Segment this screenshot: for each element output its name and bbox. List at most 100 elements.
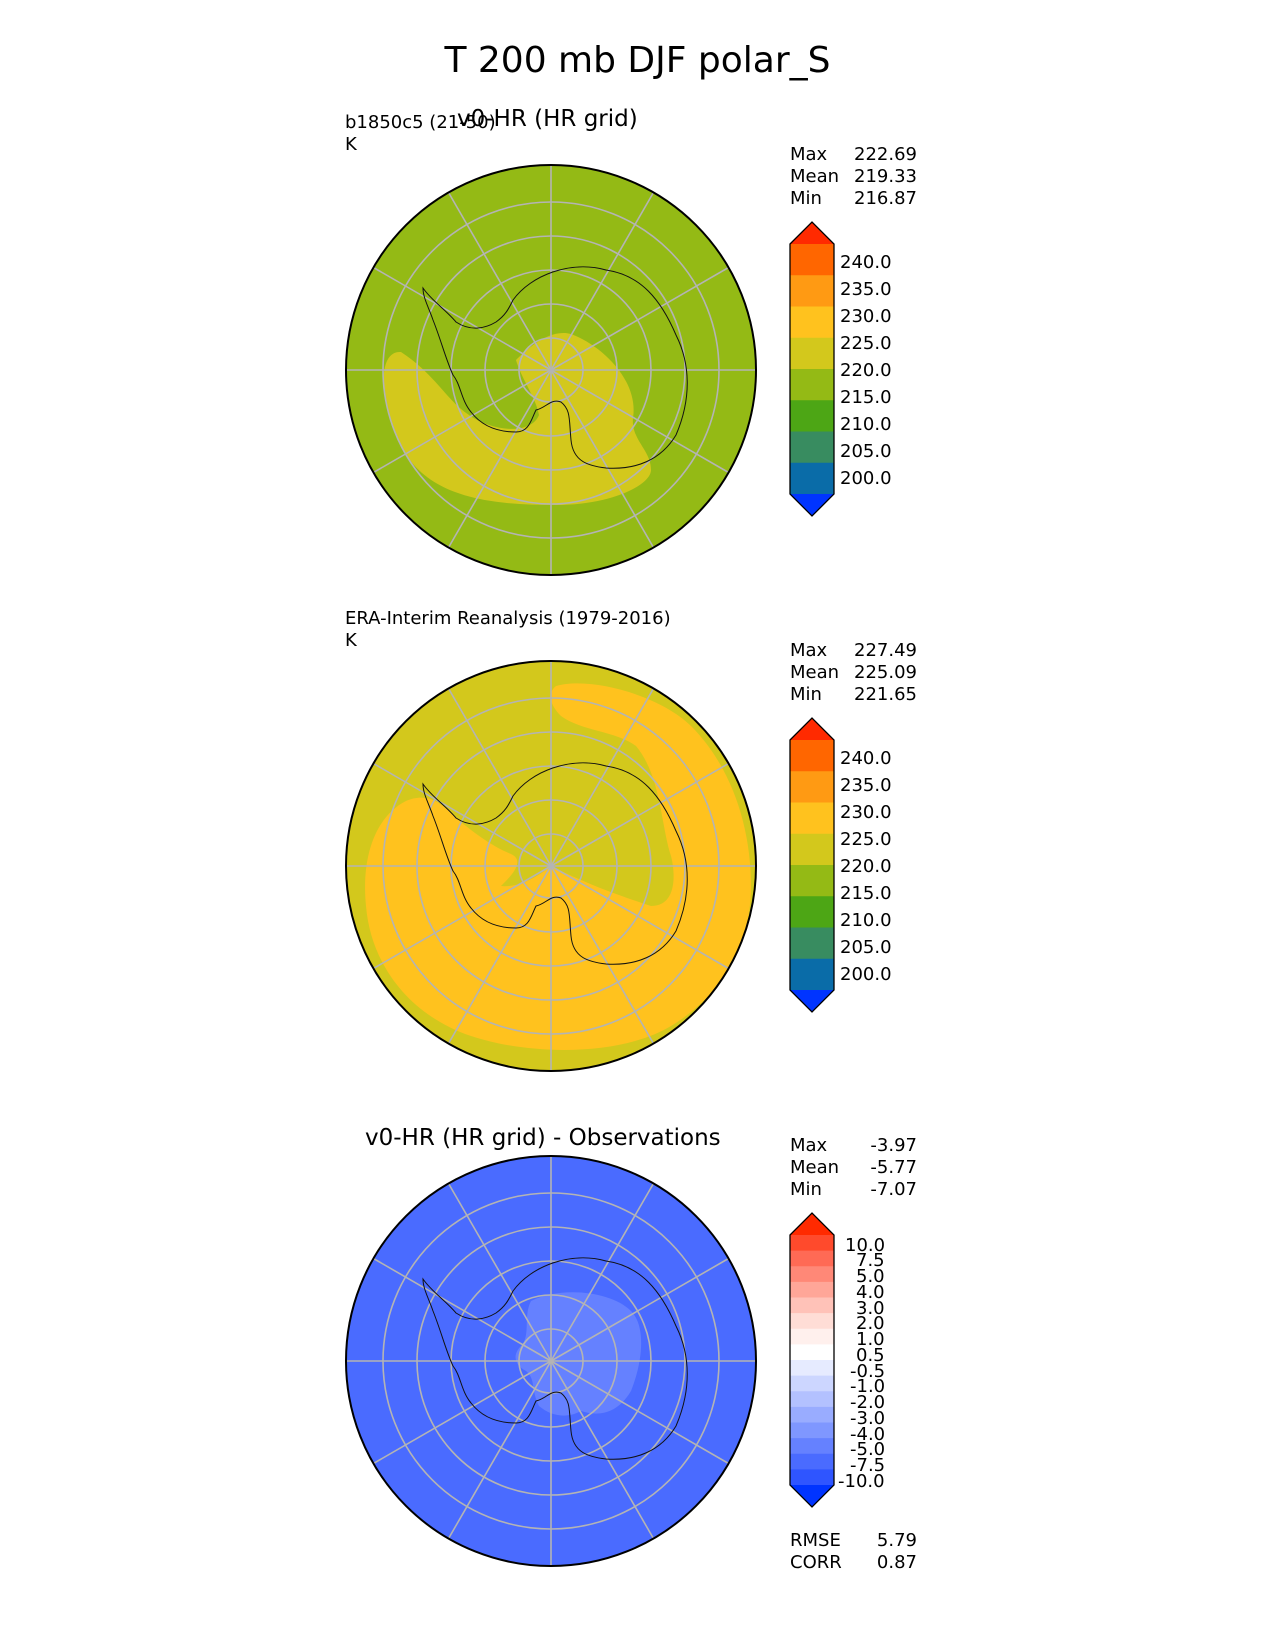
panel3-colorbar-segment bbox=[790, 1281, 834, 1298]
panel3-cbar-label: -4.0 bbox=[850, 1424, 886, 1445]
panel3-colorbar-segment bbox=[790, 1360, 834, 1377]
panel1-meridian-line bbox=[550, 369, 734, 476]
panel3-colorbar-segment bbox=[790, 1469, 834, 1486]
panel1-colorbar-segment bbox=[790, 337, 834, 370]
panel2-cbar-label: 235.0 bbox=[840, 775, 892, 796]
panel2-min-label: Min bbox=[790, 684, 822, 705]
panel3-colorbar-segment bbox=[790, 1344, 834, 1361]
panel1-colorbar-segment bbox=[790, 244, 834, 276]
panel2-mean-label: Mean bbox=[790, 662, 840, 683]
panel3-gridlines bbox=[346, 1156, 756, 1566]
panel1-colorbar-bottom-extend bbox=[790, 494, 834, 516]
panel2-colorbar-segment bbox=[790, 927, 834, 960]
panel3-meridian-line bbox=[368, 1255, 552, 1362]
panel2-meridian-line bbox=[368, 760, 552, 867]
panel1-colorbar-segment bbox=[790, 275, 834, 307]
corr-label: CORR bbox=[790, 1552, 842, 1573]
panel3-min-value: -7.07 bbox=[870, 1179, 917, 1200]
corr-value: 0.87 bbox=[876, 1552, 917, 1573]
panel3-cbar-label: 5.0 bbox=[856, 1266, 885, 1287]
panel3-max-value: -3.97 bbox=[870, 1135, 917, 1156]
panel3-colorbar-segment bbox=[790, 1438, 834, 1455]
panel2-colorbar-segment bbox=[790, 896, 834, 928]
panel2-left-label: ERA-Interim Reanalysis (1979-2016) K bbox=[345, 608, 671, 652]
panel2-cbar-label: 215.0 bbox=[840, 883, 892, 904]
panel2-cbar-label: 220.0 bbox=[840, 856, 892, 877]
panel3-stats: Max -3.97 Mean -5.77 Min -7.07 bbox=[790, 1135, 917, 1201]
panel1-colorbar-segment bbox=[790, 369, 834, 401]
panel3-meridian-line bbox=[368, 1360, 552, 1467]
panel1-meridian-line bbox=[445, 369, 552, 553]
panel1-meridian-line bbox=[550, 187, 657, 371]
panel3-colorbar-segment bbox=[790, 1453, 834, 1470]
panel2-cbar-label: 210.0 bbox=[840, 910, 892, 931]
panel3-colorbar bbox=[789, 1212, 835, 1508]
panel1-cbar-label: 240.0 bbox=[840, 252, 892, 273]
panel3-coastline bbox=[422, 1257, 688, 1460]
panel3-colorbar-bottom-extend bbox=[790, 1485, 834, 1507]
panel2-colorbar-segment bbox=[790, 802, 834, 835]
rmse-label: RMSE bbox=[790, 1530, 841, 1551]
panel1-max-value: 222.69 bbox=[854, 144, 917, 165]
panel1-cbar-label: 205.0 bbox=[840, 441, 892, 462]
panel2-cbar-label: 230.0 bbox=[840, 802, 892, 823]
panel1-left-label: b1850c5 (21-50) K bbox=[345, 112, 496, 156]
panel2-polar-map bbox=[345, 660, 757, 1072]
rmse-value: 5.79 bbox=[876, 1530, 917, 1551]
panel2-max-label: Max bbox=[790, 640, 828, 661]
panel2-meridian-line bbox=[550, 865, 734, 972]
panel3-meridian-line bbox=[445, 1360, 552, 1544]
panel1-units: K bbox=[345, 134, 357, 155]
panel2-meridian-line bbox=[368, 865, 552, 972]
panel3-title: v0-HR (HR grid) - Observations bbox=[365, 1125, 721, 1151]
panel1-cbar-label: 230.0 bbox=[840, 306, 892, 327]
panel1-title: v0-HR (HR grid) bbox=[457, 106, 638, 132]
panel1-mean-value: 219.33 bbox=[854, 166, 917, 187]
panel3-field-region bbox=[515, 1292, 642, 1416]
panel3-cbar-label: -2.0 bbox=[850, 1392, 886, 1413]
panel1-stats: Max 222.69 Mean 219.33 Min 216.87 bbox=[790, 144, 917, 210]
panel3-cbar-label: -7.5 bbox=[850, 1455, 886, 1476]
panel3-colorbar-segment bbox=[790, 1406, 834, 1423]
panel1-cbar-label: 235.0 bbox=[840, 279, 892, 300]
panel2-meridian-line bbox=[445, 683, 552, 867]
panel1-cbar-label: 225.0 bbox=[840, 333, 892, 354]
panel3-meridian-line bbox=[550, 1255, 734, 1362]
panel1-cbar-label: 200.0 bbox=[840, 468, 892, 489]
panel3-colorbar-segment bbox=[790, 1391, 834, 1408]
panel2-colorbar-top-extend bbox=[790, 718, 834, 740]
panel3-meridian-line bbox=[550, 1178, 657, 1362]
panel3-colorbar-segment bbox=[790, 1313, 834, 1330]
panel1-map-border bbox=[345, 164, 757, 576]
panel2-cbar-label: 200.0 bbox=[840, 964, 892, 985]
panel3-colorbar-segment bbox=[790, 1422, 834, 1439]
panel1-meridian-line bbox=[550, 264, 734, 371]
panel1-min-label: Min bbox=[790, 188, 822, 209]
panel3-cbar-label: 2.0 bbox=[856, 1313, 885, 1334]
panel2-case-name: ERA-Interim Reanalysis (1979-2016) bbox=[345, 608, 671, 629]
panel1-cbar-label: 220.0 bbox=[840, 360, 892, 381]
panel1-min-value: 216.87 bbox=[854, 188, 917, 209]
panel2-meridian-line bbox=[445, 865, 552, 1049]
panel3-colorbar-segment bbox=[790, 1250, 834, 1267]
panel2-colorbar-segment bbox=[790, 771, 834, 803]
panel1-meridian-line bbox=[368, 264, 552, 371]
panel2-coastline bbox=[422, 762, 688, 965]
panel2-colorbar-segment bbox=[790, 865, 834, 897]
panel3-cbar-label: 10.0 bbox=[845, 1235, 886, 1256]
panel1-meridian-line bbox=[550, 369, 657, 553]
panel2-meridian-line bbox=[550, 683, 657, 867]
panel3-cbar-label: -10.0 bbox=[838, 1471, 885, 1492]
panel2-stats: Max 227.49 Mean 225.09 Min 221.65 bbox=[790, 640, 917, 706]
panel3-cbar-label: -0.5 bbox=[850, 1361, 886, 1382]
panel1-cbar-label: 210.0 bbox=[840, 414, 892, 435]
panel2-colorbar bbox=[789, 717, 835, 1013]
panel2-colorbar-segment bbox=[790, 833, 834, 866]
panel2-max-value: 227.49 bbox=[854, 640, 917, 661]
panel3-colorbar-segment bbox=[790, 1328, 834, 1345]
panel1-colorbar-segment bbox=[790, 462, 834, 495]
panel3-cbar-label: 0.5 bbox=[856, 1345, 885, 1366]
panel1-mean-label: Mean bbox=[790, 166, 840, 187]
panel1-colorbar-outline bbox=[789, 221, 835, 517]
panel3-cbar-label: 1.0 bbox=[856, 1329, 885, 1350]
